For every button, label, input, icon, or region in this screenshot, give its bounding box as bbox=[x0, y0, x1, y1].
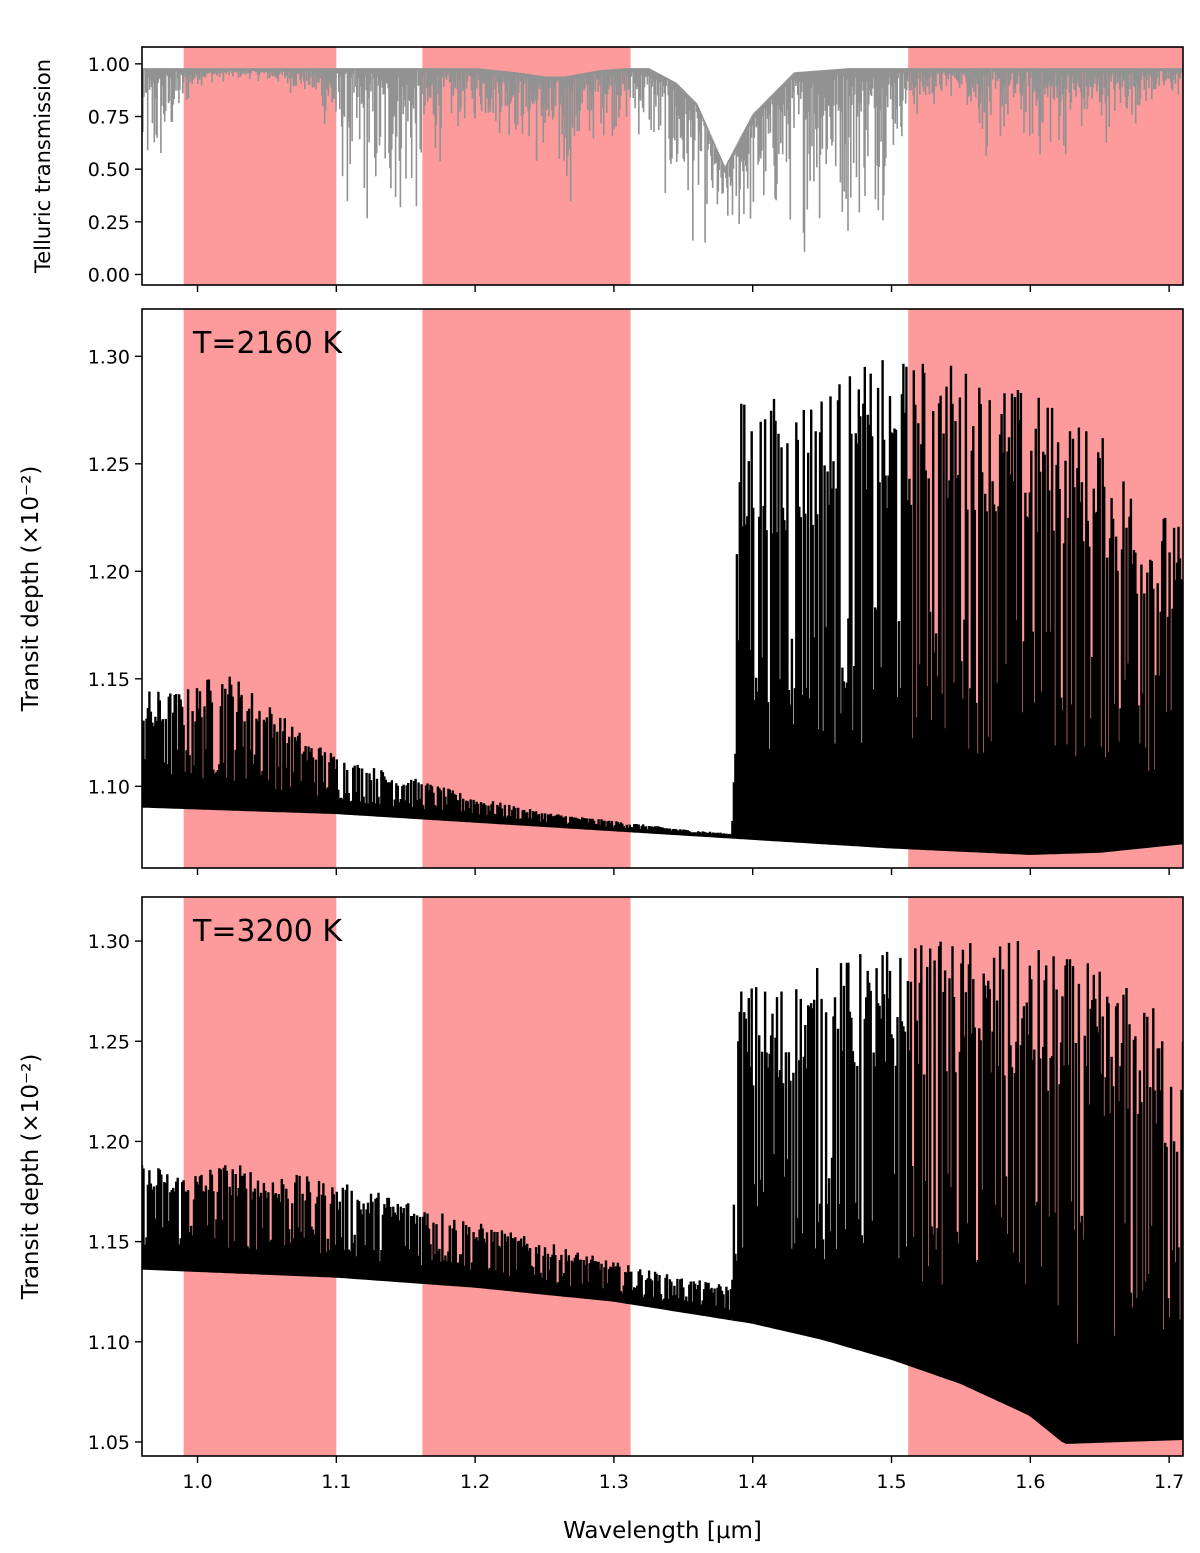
xtick-label: 1.4 bbox=[738, 1471, 768, 1493]
telluric-xticks bbox=[196, 285, 1170, 292]
telluric-series bbox=[142, 68, 1183, 252]
t3200-ytick-label: 1.20 bbox=[88, 1131, 130, 1153]
t3200-axes-frame bbox=[141, 896, 1184, 1457]
t3200-ytick-label: 1.25 bbox=[88, 1031, 130, 1053]
telluric-ytick-label: 1.00 bbox=[88, 54, 130, 76]
xtick-label: 1.0 bbox=[182, 1471, 212, 1493]
t2160-ytick-label: 1.30 bbox=[88, 346, 130, 368]
xtick-label: 1.5 bbox=[876, 1471, 906, 1493]
panel-t3200: 1.05 1.10 1.15 1.20 1.25 1.30 1.0 1.1 1.2 1.3 1.4… bbox=[18, 896, 1184, 1493]
telluric-yticks: 0.00 0.25 0.50 0.75 1.00 bbox=[88, 54, 142, 286]
t3200-ytick-label: 1.30 bbox=[88, 931, 130, 953]
t2160-ytick-label: 1.20 bbox=[88, 561, 130, 583]
t2160-ytick-label: 1.25 bbox=[88, 454, 130, 476]
t3200-ytick-label: 1.10 bbox=[88, 1332, 130, 1354]
panel-t2160: 1.10 1.15 1.20 1.25 1.30 T=2160 K Transit de… bbox=[18, 308, 1184, 875]
x-axis-label: Wavelength [μm] bbox=[563, 1518, 762, 1544]
telluric-ytick-label: 0.00 bbox=[88, 264, 130, 286]
telluric-highlight-band-1 bbox=[183, 47, 337, 285]
t3200-highlight-band-2 bbox=[422, 897, 631, 1456]
xtick-label: 1.1 bbox=[321, 1471, 351, 1493]
t2160-ytick-label: 1.10 bbox=[88, 776, 130, 798]
telluric-ylabel: Telluric transmission bbox=[31, 59, 55, 274]
xtick-label: 1.6 bbox=[1015, 1471, 1045, 1493]
t2160-series bbox=[142, 360, 1183, 855]
t3200-ytick-label: 1.05 bbox=[88, 1432, 130, 1454]
telluric-ytick-label: 0.75 bbox=[88, 107, 130, 129]
t2160-yticks: 1.10 1.15 1.20 1.25 1.30 bbox=[88, 346, 142, 798]
t2160-continuum-blue bbox=[142, 803, 733, 839]
t3200-yticks: 1.05 1.10 1.15 1.20 1.25 1.30 bbox=[88, 931, 142, 1454]
t3200-annotation: T=3200 K bbox=[192, 914, 343, 949]
t2160-ytick-label: 1.15 bbox=[88, 669, 130, 691]
t3200-ylabel: Transit depth (×10⁻²) bbox=[18, 1054, 44, 1301]
t3200-xticks: 1.0 1.1 1.2 1.3 1.4 1.5 1.6 1.7 bbox=[182, 1456, 1184, 1493]
t2160-axes-frame bbox=[141, 308, 1184, 869]
telluric-spectrum bbox=[142, 68, 1183, 252]
xtick-label: 1.3 bbox=[599, 1471, 629, 1493]
t3200-highlight-band-1 bbox=[183, 897, 337, 1456]
telluric-ytick-label: 0.25 bbox=[88, 212, 130, 234]
t3200-ytick-label: 1.15 bbox=[88, 1232, 130, 1254]
telluric-ytick-label: 0.50 bbox=[88, 159, 130, 181]
telluric-axes-frame bbox=[141, 46, 1184, 286]
xtick-label: 1.7 bbox=[1154, 1471, 1184, 1493]
t3200-continuum-blue bbox=[142, 1265, 733, 1321]
t2160-highlight-band-2 bbox=[422, 309, 631, 868]
t3200-continuum bbox=[731, 1316, 1183, 1444]
t2160-continuum bbox=[731, 834, 1183, 855]
t3200-series bbox=[142, 941, 1183, 1444]
t2160-xticks bbox=[196, 868, 1170, 875]
t2160-ylabel: Transit depth (×10⁻²) bbox=[18, 466, 44, 713]
panel-telluric: 0.00 0.25 0.50 0.75 1.00 Telluric transmissi… bbox=[31, 46, 1184, 292]
t3200-spectrum bbox=[142, 941, 1183, 1442]
t2160-annotation: T=2160 K bbox=[192, 326, 343, 361]
xtick-label: 1.2 bbox=[460, 1471, 490, 1493]
